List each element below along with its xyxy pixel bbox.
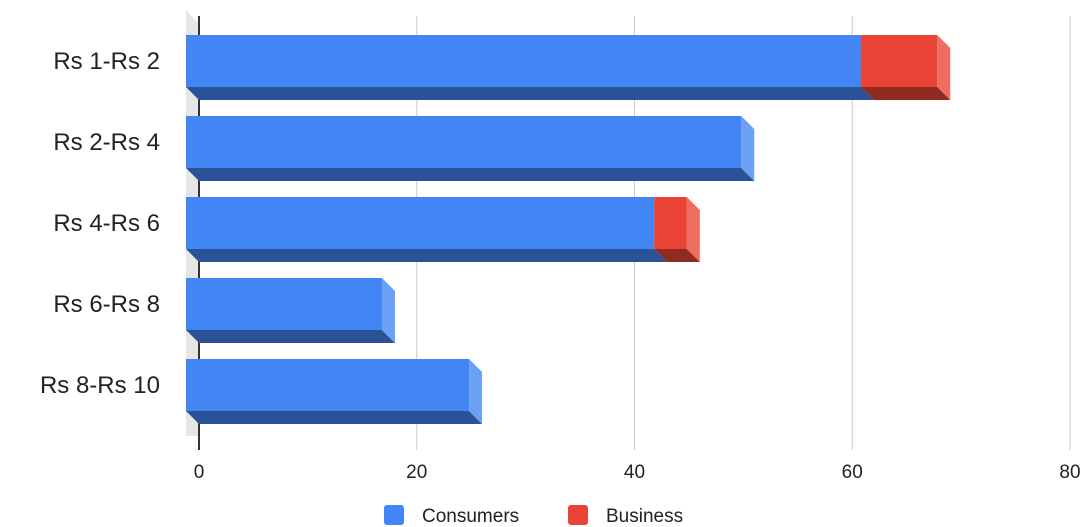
- category-label: Rs 6-Rs 8: [53, 291, 160, 318]
- bar-consumers-3: [186, 278, 382, 330]
- bar-end-cap: [381, 278, 395, 343]
- legend-label-business: Business: [606, 506, 683, 527]
- bar-consumers-2: [186, 197, 655, 249]
- legend-swatch-consumers: [384, 505, 404, 525]
- legend-swatch-business: [568, 505, 588, 525]
- bar-depth-face: [186, 249, 668, 262]
- bar-end-cap: [469, 359, 483, 424]
- bar-group: [186, 35, 951, 424]
- bar-depth-face: [186, 87, 875, 100]
- bar-business-2: [654, 197, 687, 249]
- bar-depth-face: [654, 249, 700, 262]
- bar-business-0: [861, 35, 938, 87]
- bar-consumers-4: [186, 359, 470, 411]
- legend: Consumers Business: [384, 505, 683, 527]
- x-tick-label: 0: [194, 462, 205, 483]
- bar-depth-face: [861, 87, 951, 100]
- bar-end-cap: [937, 35, 951, 100]
- category-labels: Rs 1-Rs 2 Rs 2-Rs 4 Rs 4-Rs 6 Rs 6-Rs 8 Rs 8…: [40, 48, 160, 399]
- bar-depth-face: [186, 411, 483, 424]
- category-label: Rs 2-Rs 4: [53, 129, 160, 156]
- x-tick-label: 40: [624, 462, 645, 483]
- bar-depth-face: [186, 330, 395, 343]
- bar-end-cap: [741, 116, 755, 181]
- bar-consumers-1: [186, 116, 742, 168]
- legend-label-consumers: Consumers: [422, 506, 519, 527]
- bar-consumers-0: [186, 35, 862, 87]
- x-tick-label: 60: [842, 462, 863, 483]
- x-tick-label: 20: [406, 462, 427, 483]
- x-tick-labels: 0 20 40 60 80: [194, 462, 1081, 483]
- category-label: Rs 1-Rs 2: [53, 48, 160, 75]
- category-label: Rs 8-Rs 10: [40, 372, 160, 399]
- x-tick-label: 80: [1059, 462, 1080, 483]
- category-label: Rs 4-Rs 6: [53, 210, 160, 237]
- bar-depth-face: [186, 168, 755, 181]
- bar-end-cap: [686, 197, 700, 262]
